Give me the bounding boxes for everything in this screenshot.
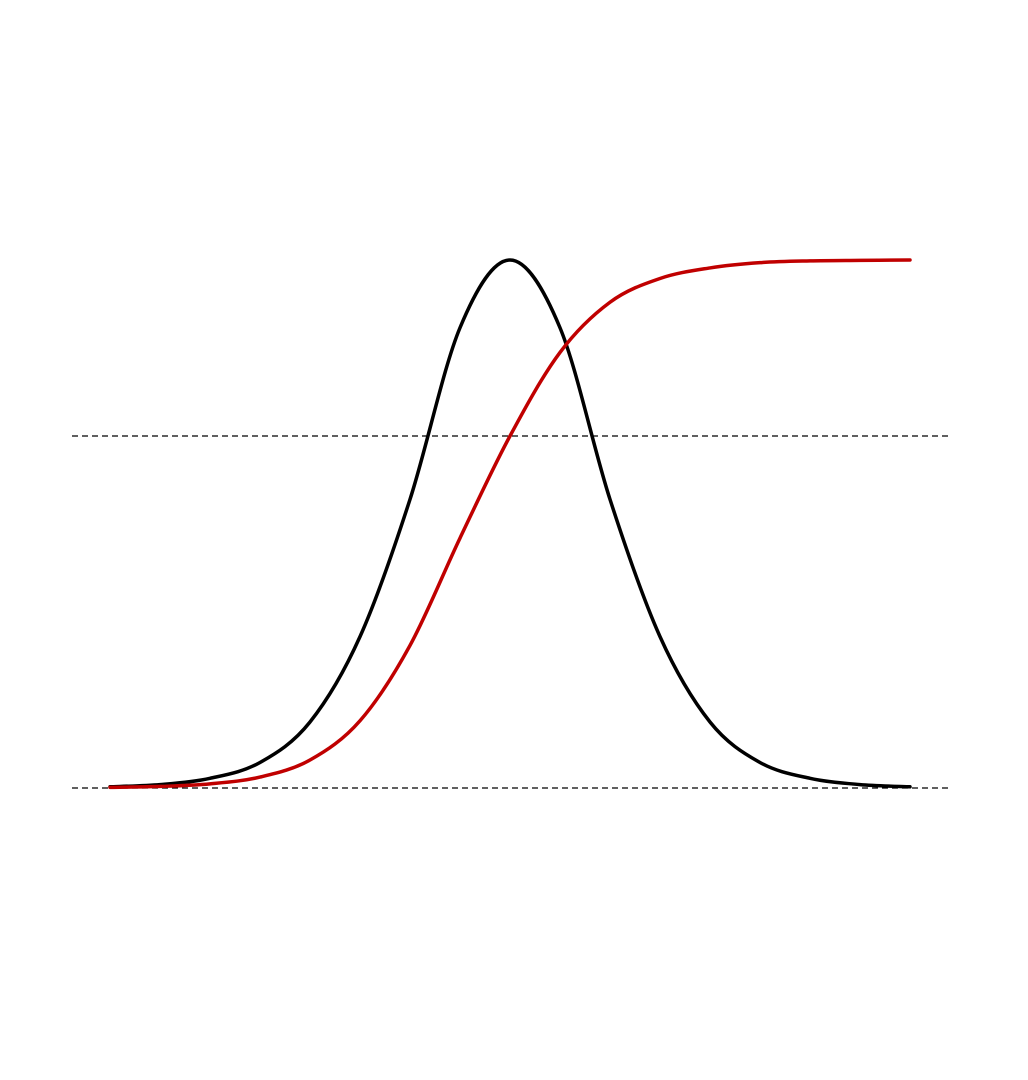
series-line-1 [108,258,912,790]
series-line-0 [108,258,912,789]
series-layer [108,258,912,790]
reference-lines [72,435,948,789]
